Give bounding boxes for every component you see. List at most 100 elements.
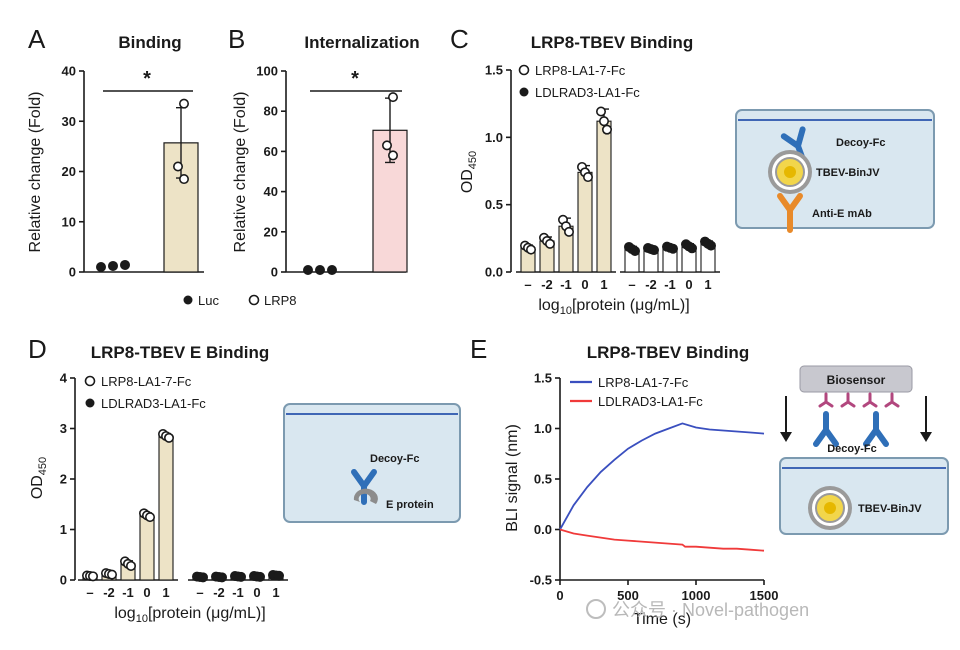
watermark-text: 公众号 · Novel-pathogen [612,600,809,620]
chart-c-bar-s0-3 [577,171,593,273]
chart-e-xtick-label-3: 1500 [750,588,779,603]
diagram-e-decoy-icon-2 [866,414,886,444]
chart-d-point-s1-0-2 [198,572,209,583]
diagram-e-receptors [818,392,900,408]
chart-a-ylabel: Relative change (Fold) [27,92,44,253]
chart-b-lrp8-point-2 [387,150,398,161]
chart-a-ytick-label-1: 10 [62,214,76,229]
diagram-e-virus-label: TBEV-BinJV [858,503,922,515]
chart-b-title: Internalization [304,33,419,52]
chart-c-ytick-label-1: 0.5 [485,197,503,212]
chart-a: 0 10 20 30 40 * [62,64,204,280]
chart-c-point-s1-4-2 [705,240,716,251]
panel-label-d: D [28,334,47,364]
chart-c-xtick-label-s1-0: – [628,277,635,292]
diagram-c: Decoy-Fc TBEV-BinJV Anti-E mAb [735,109,935,230]
chart-c-xlabel: log10[protein (μg/mL)] [538,297,689,317]
chart-e-xtick-label-0: 0 [556,588,563,603]
diagram-c-virus-icon [767,149,813,195]
chart-a-luc-point-0 [96,261,107,272]
chart-b-ytick-label-1: 20 [264,224,278,239]
legend-luc-marker [183,295,193,305]
chart-e-legend-lrp8-label: LRP8-LA1-7-Fc [598,375,689,390]
chart-d-ytick-label-1: 1 [60,522,67,537]
diagram-e-decoy-label: Decoy-Fc [827,443,877,455]
diagram-c-decoy-label: Decoy-Fc [836,137,886,149]
chart-d-point-s0-3-2 [145,512,156,523]
chart-a-ytick-label-3: 30 [62,114,76,129]
chart-c-legend-lrp8-label: LRP8-LA1-7-Fc [535,63,626,78]
chart-b-ytick-label-2: 40 [264,184,278,199]
chart-c-ytick-label-0: 0.0 [485,265,503,280]
chart-d-legend-lrp8-label: LRP8-LA1-7-Fc [101,374,192,389]
panel-label-c: C [450,24,469,54]
diagram-d-protein-icon [353,488,378,504]
chart-e-series-0-line [559,422,765,530]
chart-d-xtick-label-s0-4: 1 [162,585,169,600]
chart-c-point-s1-2-2 [667,243,678,254]
chart-d-title: LRP8-TBEV E Binding [91,343,270,362]
chart-c-point-s0-4-2 [601,124,612,135]
chart-c-legend-ldlrad3-label: LDLRAD3-LA1-Fc [535,85,640,100]
watermark-icon [586,599,606,619]
chart-b: 0 20 40 60 80 100 * [256,64,408,280]
chart-c-xtick-label-s0-1: -2 [541,277,553,292]
chart-c-point-s0-2-2 [563,226,574,237]
chart-d-xtick-label-s1-4: 1 [272,585,279,600]
chart-a-title: Binding [118,33,181,52]
chart-c-xtick-label-s0-4: 1 [600,277,607,292]
chart-e-xlabel: Time (s) [633,611,691,628]
diagram-e: Biosensor Decoy-Fc TBEV-BinJV [779,365,949,535]
chart-b-lrp8-point-1 [381,140,392,151]
chart-a-lrp8-point-2 [179,174,190,185]
diagram-e-decoy-icon-1 [816,414,836,444]
diagram-e-arrowhead-left [780,432,792,442]
chart-e-title: LRP8-TBEV Binding [587,343,749,362]
diagram-e-virus-icon [807,485,853,531]
chart-d-point-s1-3-2 [255,571,266,582]
chart-c-ylabel: OD450 [459,151,479,193]
chart-c-xtick-label-s1-3: 0 [685,277,692,292]
chart-d-point-s0-2-2 [126,560,137,571]
chart-b-ytick-label-3: 60 [264,144,278,159]
diagram-e-well [779,457,949,535]
chart-d-point-s0-1-2 [107,569,118,580]
chart-a-luc-point-1 [108,260,119,271]
chart-a-sig-star: * [143,68,151,90]
chart-d-point-s1-2-2 [236,571,247,582]
chart-d-xtick-label-s0-0: – [86,585,93,600]
diagram-d-well [283,403,461,523]
chart-b-sig-star: * [351,68,359,90]
chart-e-series-1-line [559,528,765,552]
chart-d-ytick-label-0: 0 [60,573,67,588]
chart-e-xtick-label-1: 500 [617,588,639,603]
chart-e-ytick-label-0: -0.5 [530,573,552,588]
chart-a-ytick-label-4: 40 [62,64,76,79]
chart-b-luc-point-0 [302,264,313,275]
chart-c-point-s0-1-2 [544,238,555,249]
chart-e: -0.5 0.0 0.5 1.0 1.5 0 500 1000 1500 [530,371,779,604]
chart-e-ytick-label-1: 0.0 [534,522,552,537]
chart-b-ylabel: Relative change (Fold) [232,92,249,253]
chart-d-point-s1-4-2 [273,570,284,581]
diagram-d: Decoy-Fc E protein [283,403,461,523]
chart-e-ylabel: BLI signal (nm) [504,424,521,532]
chart-d-ytick-label-2: 2 [60,472,67,487]
chart-c-point-s1-0-2 [629,245,640,256]
chart-d-xtick-label-s1-1: -2 [213,585,225,600]
diagram-d-decoy-label: Decoy-Fc [370,453,420,465]
chart-d-bar-s0-3 [139,514,155,581]
legend-lrp8-marker [248,294,260,306]
chart-d-xtick-label-s0-2: -1 [122,585,134,600]
chart-d-point-s0-0-2 [88,571,99,582]
chart-c-xtick-label-s1-4: 1 [704,277,711,292]
chart-e-ytick-label-4: 1.5 [534,371,552,386]
chart-b-ytick-label-4: 80 [264,104,278,119]
chart-e-legend-ldlrad3-label: LDLRAD3-LA1-Fc [598,394,703,409]
chart-d-xtick-label-s1-2: -1 [232,585,244,600]
chart-c-point-s1-1-2 [648,245,659,256]
chart-b-lrp8-point-0 [387,92,398,103]
panel-label-a: A [28,24,46,54]
